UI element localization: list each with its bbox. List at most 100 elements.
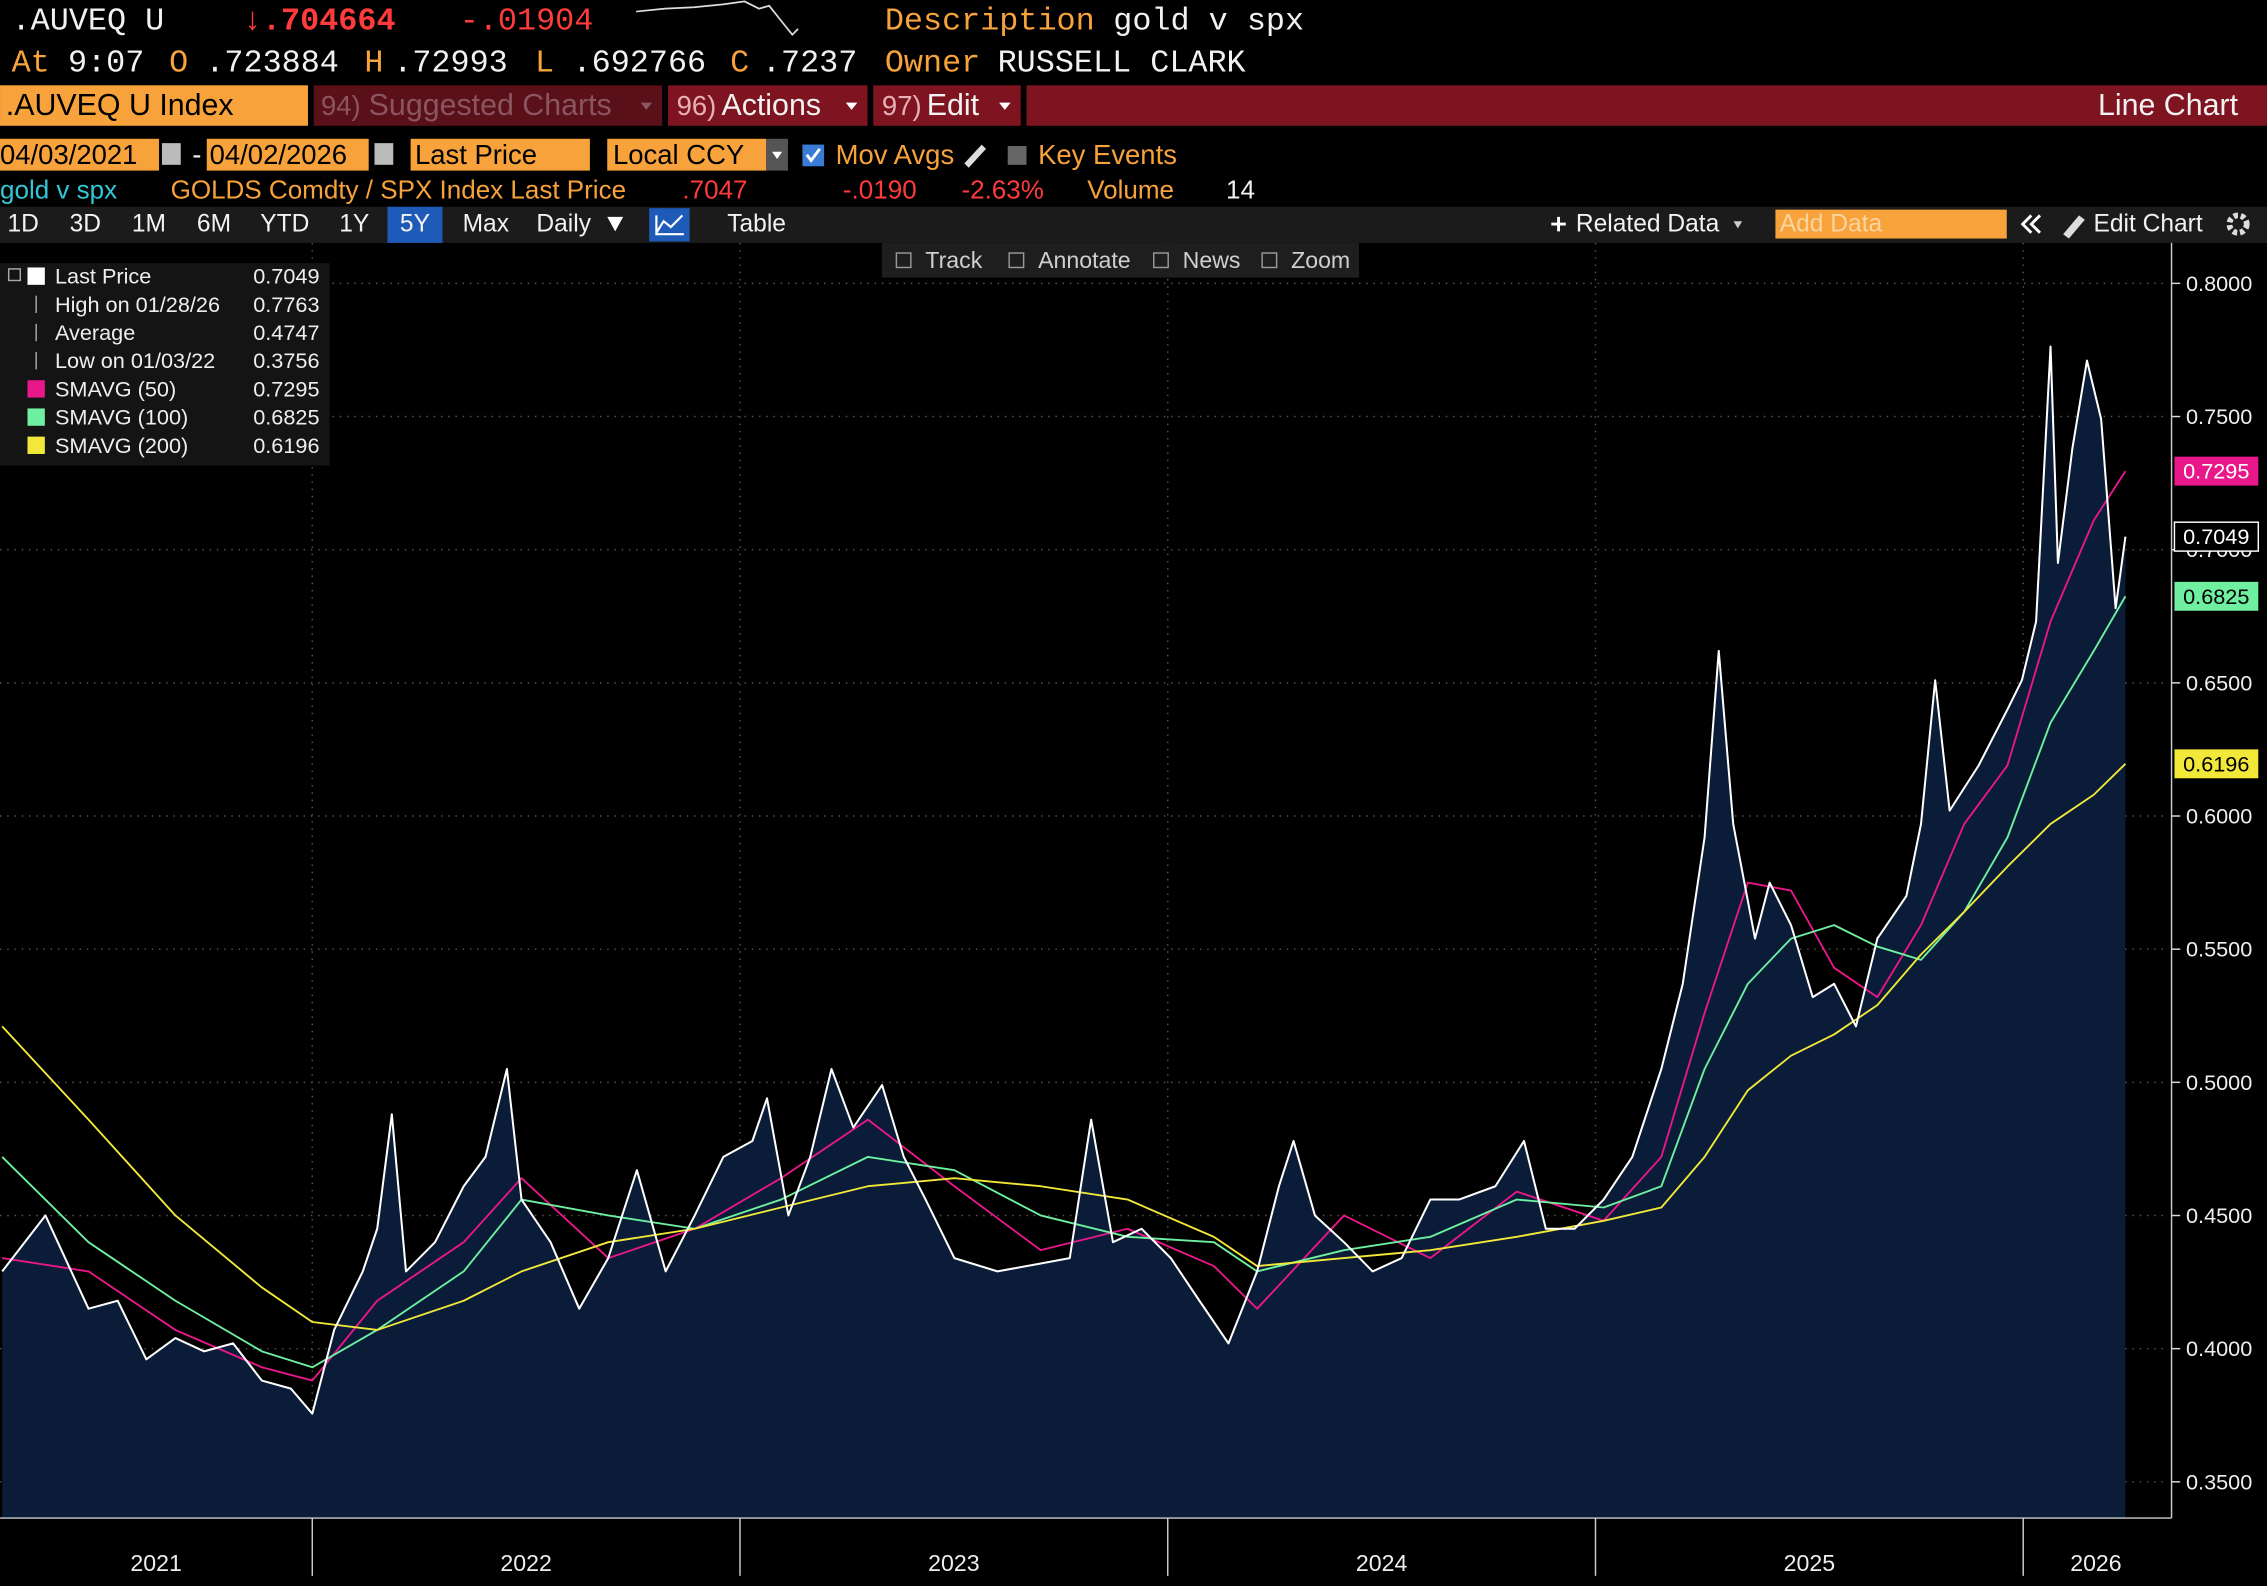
period-button[interactable]: Max bbox=[463, 211, 510, 238]
menu-number: 94) bbox=[321, 90, 361, 121]
ticker: .AUVEQ U bbox=[12, 4, 165, 40]
period-button[interactable]: 6M bbox=[197, 211, 231, 238]
field: Last Price bbox=[415, 139, 537, 170]
table-button[interactable]: Table bbox=[727, 211, 786, 238]
period-button[interactable]: 3D bbox=[70, 211, 101, 238]
sparkline bbox=[636, 0, 799, 36]
at-label: At bbox=[12, 46, 50, 82]
frequency[interactable]: Daily bbox=[536, 211, 591, 238]
volume: 14 bbox=[1226, 174, 1255, 204]
related-data[interactable]: Related Data bbox=[1576, 211, 1720, 238]
menu-button[interactable] bbox=[313, 85, 663, 126]
calendar-icon[interactable] bbox=[161, 143, 181, 165]
time: 9:07 bbox=[68, 46, 144, 82]
y-tick-label: 0.6000 bbox=[2186, 804, 2252, 829]
chart-tools bbox=[881, 242, 1360, 278]
period-button[interactable]: 1M bbox=[132, 211, 166, 238]
area bbox=[2, 346, 2126, 1519]
x-tick-label: 2025 bbox=[1784, 1550, 1835, 1576]
dropdown-arrow bbox=[999, 102, 1011, 110]
menu-edit[interactable]: 97) Edit bbox=[873, 85, 1021, 126]
key-events[interactable]: Key Events bbox=[1038, 139, 1177, 170]
description: gold v spx bbox=[1113, 4, 1304, 40]
menu-number: 96) bbox=[677, 90, 717, 121]
close: .7237 bbox=[762, 46, 857, 82]
tool-button[interactable]: Annotate bbox=[1038, 247, 1131, 273]
add-data-box[interactable] bbox=[1775, 209, 2007, 239]
value-tag-label: 0.7049 bbox=[2183, 524, 2249, 549]
menu-button[interactable] bbox=[667, 85, 868, 126]
edit-chart[interactable]: Edit Chart bbox=[2093, 211, 2202, 238]
check bbox=[805, 148, 821, 163]
tool-button[interactable]: Zoom bbox=[1291, 247, 1350, 273]
last-price: ↓.704664 bbox=[243, 4, 396, 40]
start-date: 04/03/2021 bbox=[0, 139, 137, 170]
menu-actions[interactable]: 96) Actions bbox=[667, 85, 868, 126]
start-date-box[interactable] bbox=[0, 138, 160, 171]
chart-icon bbox=[655, 214, 684, 236]
x-tick-label: 2024 bbox=[1356, 1550, 1408, 1576]
dropdown-arrow bbox=[845, 102, 858, 110]
legend-swatch bbox=[27, 267, 45, 285]
source-change: -.0190 bbox=[843, 174, 917, 204]
legend-label: Low on 01/03/22 bbox=[55, 348, 215, 373]
active-period bbox=[387, 206, 443, 243]
legend-value: 0.6196 bbox=[253, 433, 319, 458]
menu-bar bbox=[1026, 85, 2267, 126]
period-button[interactable]: 1Y bbox=[339, 211, 369, 238]
legend-swatch bbox=[27, 380, 45, 398]
description-label: Description bbox=[885, 4, 1095, 40]
x-tick-label: 2021 bbox=[130, 1550, 181, 1576]
checkbox[interactable] bbox=[1007, 146, 1027, 165]
legend-value: 0.7763 bbox=[253, 292, 319, 317]
close-label: C bbox=[730, 46, 749, 82]
legend-label: SMAVG (200) bbox=[55, 433, 188, 458]
legend-value: 0.7049 bbox=[253, 264, 319, 289]
mov-avgs[interactable]: Mov Avgs bbox=[836, 139, 955, 170]
source-pct: -2.63% bbox=[961, 174, 1043, 204]
currency-box[interactable] bbox=[607, 138, 767, 171]
value-tag bbox=[2174, 749, 2259, 779]
high-label: H bbox=[364, 46, 383, 82]
y-tick-label: 0.3500 bbox=[2186, 1469, 2252, 1494]
end-date-box[interactable] bbox=[206, 138, 369, 171]
currency: Local CCY bbox=[613, 139, 744, 170]
series-title: gold v spx bbox=[0, 174, 117, 204]
legend-value: 0.7295 bbox=[253, 376, 319, 401]
security-box[interactable] bbox=[0, 85, 308, 126]
legend-value: 0.4747 bbox=[253, 320, 319, 345]
tool-icon bbox=[1008, 252, 1025, 269]
add-data: Add Data bbox=[1780, 211, 1883, 238]
tool-button[interactable]: News bbox=[1183, 247, 1241, 273]
field-box[interactable] bbox=[410, 138, 590, 171]
gear-icon[interactable] bbox=[2226, 212, 2250, 236]
value-tag-label: 0.6825 bbox=[2183, 584, 2249, 609]
period-button[interactable]: 5Y bbox=[400, 211, 430, 238]
legend-label: Average bbox=[55, 320, 135, 345]
menu-label: Actions bbox=[721, 89, 821, 122]
legend-collapse[interactable] bbox=[7, 268, 21, 282]
owner-label: Owner bbox=[885, 46, 980, 82]
open: .723884 bbox=[205, 46, 339, 82]
legend-label: High on 01/28/26 bbox=[55, 292, 220, 317]
period-button[interactable]: 1D bbox=[7, 211, 38, 238]
low: .692766 bbox=[573, 46, 707, 82]
menu-suggested[interactable]: 94) Suggested Charts bbox=[313, 85, 663, 126]
volume-label: Volume bbox=[1087, 174, 1174, 204]
calendar-icon[interactable] bbox=[374, 143, 394, 165]
legend-label: SMAVG (100) bbox=[55, 405, 188, 430]
period-button[interactable]: YTD bbox=[260, 211, 309, 238]
plot bbox=[1, 345, 2127, 1519]
y-tick-label: 0.7500 bbox=[2186, 404, 2252, 429]
tool-icon bbox=[1153, 252, 1169, 269]
collapse-icon[interactable] bbox=[2020, 214, 2042, 234]
source: GOLDS Comdty / SPX Index Last Price bbox=[171, 174, 626, 204]
menu-button[interactable] bbox=[873, 85, 1021, 126]
tool-button[interactable]: Track bbox=[925, 247, 982, 273]
security: .AUVEQ U Index bbox=[6, 89, 234, 122]
periods: 1D 3D 1M 6M YTD 1Y 5Y Max bbox=[7, 211, 509, 238]
pencil-icon[interactable] bbox=[964, 144, 987, 168]
legend-box bbox=[0, 263, 330, 466]
value-tag-label: 0.7295 bbox=[2183, 459, 2249, 484]
